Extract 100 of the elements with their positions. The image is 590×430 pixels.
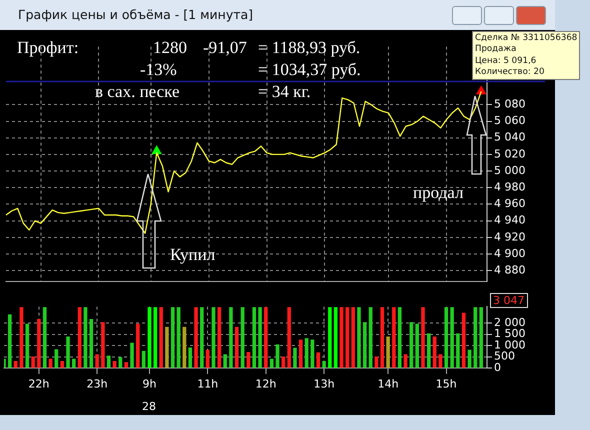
bar (234, 326, 239, 368)
bar (432, 336, 436, 368)
bar (468, 350, 472, 368)
bar (106, 356, 111, 368)
x-tick-label: 9h (142, 377, 156, 390)
bar (346, 307, 350, 368)
bar (252, 307, 256, 368)
annotation: Количество: 20 (475, 66, 546, 78)
y-tick-label: 4 900 (494, 246, 526, 260)
annotation: = 34 кг. (258, 82, 311, 102)
bar (78, 307, 82, 368)
text: 3 047 (490, 293, 528, 308)
y-tick-label: 4 920 (494, 230, 526, 244)
y-tick-label: 1 000 (494, 338, 526, 352)
y-tick-label: 5 020 (494, 147, 526, 160)
bar (328, 307, 332, 368)
bar (20, 307, 24, 368)
x-tick-label: 15h (436, 377, 457, 390)
y-tick-label: 4 980 (494, 180, 526, 194)
bar (8, 314, 12, 368)
bar (194, 307, 198, 368)
bar (240, 307, 244, 368)
bar (136, 324, 140, 368)
y-tick-label: 500 (494, 350, 515, 363)
bar (334, 307, 338, 368)
y-tick-label: 4 880 (494, 263, 526, 276)
bar (322, 360, 326, 368)
bar (54, 349, 58, 368)
bar (404, 354, 408, 368)
chart-title: График цены и объёма - [1 минута] (18, 7, 254, 22)
text: Сделка № 3311056368 (475, 33, 578, 44)
annotation: в сах. песке (95, 82, 180, 102)
bar (72, 358, 76, 368)
bar (206, 350, 210, 368)
y-tick-label: 2 000 (494, 316, 526, 330)
bar (270, 358, 274, 368)
y-tick-label: 1 500 (494, 327, 526, 340)
bar (182, 326, 186, 368)
bar (101, 322, 105, 368)
bar (66, 336, 70, 368)
bar (188, 348, 192, 368)
x-tick-label: 23h (86, 377, 108, 390)
x-tick-label: 11h (197, 377, 218, 390)
annotation: -13% (140, 60, 177, 80)
bar (159, 307, 163, 368)
annotation: Профит: (17, 38, 79, 58)
bar (357, 307, 361, 368)
bar (153, 307, 158, 368)
bar (426, 333, 431, 368)
annotation: 1280 (153, 38, 187, 58)
x-tick-label: 13h (314, 377, 335, 390)
bar (246, 352, 250, 368)
bar (479, 307, 484, 368)
bar (438, 354, 442, 368)
bar (281, 356, 286, 368)
x-tick-label: 12h (255, 377, 276, 390)
bar (380, 307, 384, 368)
bar (229, 307, 233, 368)
annotation: Цена: 5 091,6 (475, 56, 538, 67)
bar (25, 324, 30, 368)
bar (374, 356, 378, 368)
bar (130, 342, 134, 368)
bar (456, 333, 460, 368)
bar (287, 307, 291, 368)
bar (31, 356, 35, 368)
bar (298, 340, 303, 368)
bar (474, 307, 478, 368)
y-tick-label: 4 960 (494, 197, 526, 210)
bar (60, 360, 64, 368)
bar (276, 344, 280, 368)
annotation: -91,07 (203, 38, 247, 58)
bar (112, 360, 116, 368)
bar (410, 322, 414, 368)
bar (95, 354, 99, 368)
annotation: = 1188,93 руб. (258, 38, 360, 58)
y-tick-label: 5 040 (494, 130, 526, 144)
y-tick-label: 4 940 (494, 214, 526, 227)
y-tick-label: 5 060 (494, 114, 526, 128)
bar (176, 307, 180, 368)
bar (462, 312, 466, 368)
bar (118, 357, 122, 368)
bar (165, 326, 169, 368)
bar (42, 307, 47, 368)
bar (421, 307, 425, 368)
bar (48, 358, 52, 368)
bar (351, 307, 355, 368)
bar (223, 354, 227, 368)
bar (392, 307, 396, 368)
bar (142, 350, 146, 368)
bar (398, 307, 402, 368)
bar (89, 319, 94, 368)
bar (124, 362, 128, 368)
bar (386, 336, 390, 368)
x-tick-label: 14h (378, 377, 399, 390)
y-tick-label: 5 000 (494, 164, 526, 177)
bar (304, 338, 308, 368)
bar (316, 352, 320, 368)
y-tick-label: 0 (494, 360, 501, 374)
bar (310, 340, 314, 368)
annotation: = 1034,37 руб. (258, 60, 361, 80)
